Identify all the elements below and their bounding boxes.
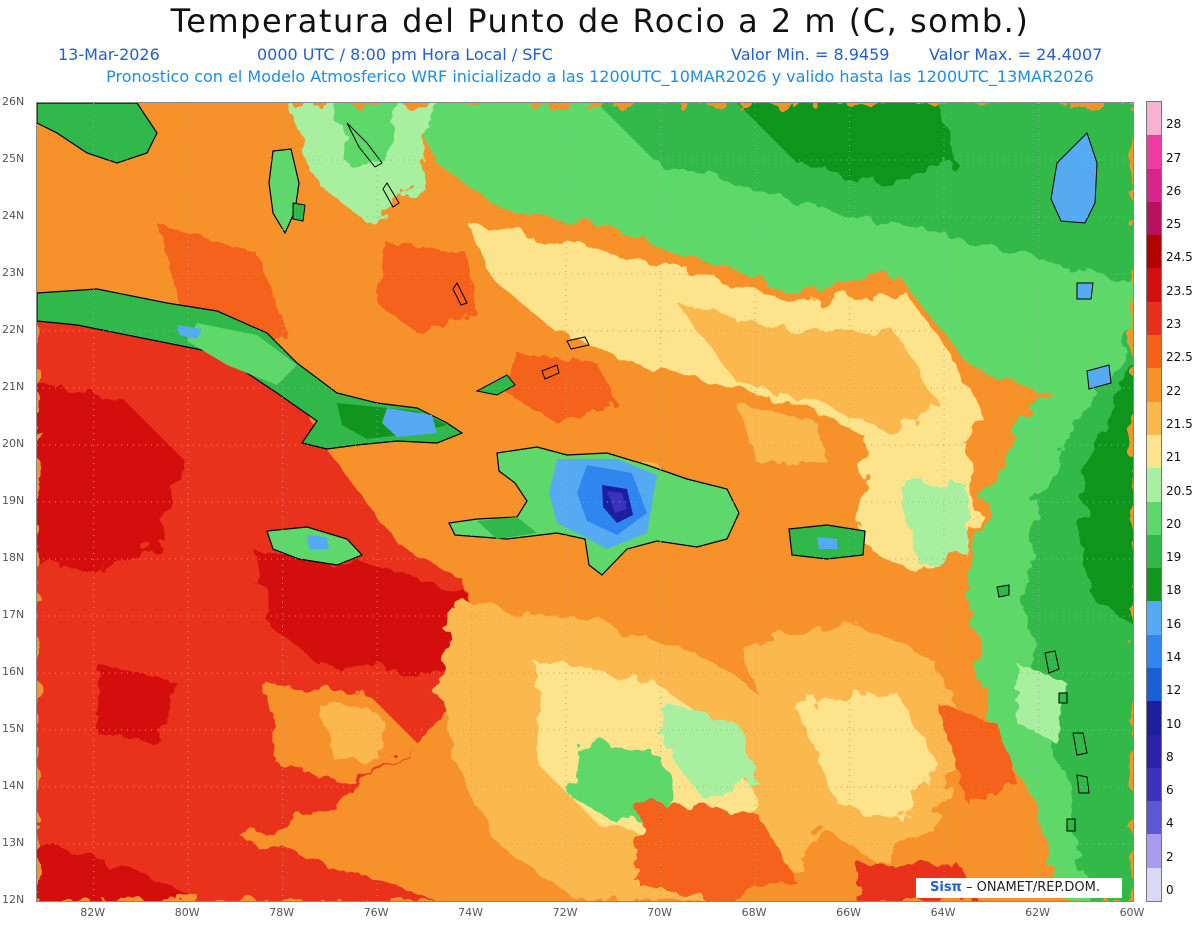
lon-label: 74W bbox=[458, 906, 484, 919]
logo-box: Sisπ – ONAMET/REP.DOM. bbox=[916, 878, 1122, 898]
lon-label: 76W bbox=[363, 906, 389, 919]
forecast-date: 13-Mar-2026 bbox=[58, 45, 160, 64]
lat-label: 18N bbox=[2, 551, 25, 564]
colorbar-label: 14 bbox=[1166, 649, 1182, 664]
colorbar-label: 24.5 bbox=[1166, 250, 1193, 265]
colorbar-segment bbox=[1147, 867, 1161, 902]
colorbar-segment bbox=[1147, 834, 1161, 869]
colorbar-segment bbox=[1147, 468, 1161, 502]
colorbar-label: 28 bbox=[1166, 117, 1182, 132]
colorbar-label: 23.5 bbox=[1166, 283, 1193, 298]
max-value: Valor Max. = 24.4007 bbox=[929, 45, 1103, 64]
colorbar-segment bbox=[1147, 268, 1161, 303]
lon-label: 64W bbox=[930, 906, 956, 919]
colorbar-segment bbox=[1147, 634, 1161, 669]
colorbar-label: 10 bbox=[1166, 716, 1182, 731]
lon-label: 66W bbox=[836, 906, 861, 919]
lat-label: 16N bbox=[2, 665, 25, 678]
colorbar bbox=[1146, 101, 1162, 902]
model-info: Pronostico con el Modelo Atmosferico WRF… bbox=[106, 67, 1094, 86]
colorbar-segment bbox=[1147, 734, 1161, 769]
colorbar-segment bbox=[1147, 767, 1161, 802]
lon-label: 68W bbox=[741, 906, 767, 919]
colorbar-label: 20.5 bbox=[1166, 483, 1193, 498]
lat-label: 23N bbox=[2, 266, 25, 279]
forecast-time: 0000 UTC / 8:00 pm Hora Local / SFC bbox=[257, 45, 553, 64]
lat-label: 14N bbox=[2, 779, 25, 792]
colorbar-segment bbox=[1147, 335, 1161, 369]
map-canvas bbox=[37, 103, 1133, 901]
logo-org: – ONAMET/REP.DOM. bbox=[965, 880, 1101, 895]
map-title: Temperatura del Punto de Rocio a 2 m (C,… bbox=[170, 2, 1030, 40]
colorbar-label: 12 bbox=[1166, 683, 1182, 698]
colorbar-label: 4 bbox=[1166, 816, 1174, 831]
lon-label: 70W bbox=[647, 906, 673, 919]
colorbar-segment bbox=[1147, 434, 1161, 469]
lat-label: 17N bbox=[2, 608, 25, 621]
lat-label: 26N bbox=[2, 95, 25, 108]
lat-label: 20N bbox=[2, 437, 25, 450]
colorbar-label: 2 bbox=[1166, 849, 1174, 864]
colorbar-segment bbox=[1147, 534, 1161, 569]
dewpoint-map bbox=[36, 102, 1134, 902]
logo-sispi: Sisπ bbox=[930, 880, 962, 895]
colorbar-segment bbox=[1147, 801, 1161, 835]
lon-label: 82W bbox=[80, 906, 106, 919]
lat-label: 24N bbox=[2, 209, 25, 222]
colorbar-label: 6 bbox=[1166, 783, 1174, 798]
lon-label: 80W bbox=[174, 906, 200, 919]
colorbar-label: 0 bbox=[1166, 883, 1174, 897]
colorbar-label: 25 bbox=[1166, 217, 1182, 232]
lat-lon-grid bbox=[37, 103, 1133, 901]
colorbar-label: 18 bbox=[1166, 583, 1182, 598]
colorbar-segment bbox=[1147, 368, 1161, 403]
lat-label: 15N bbox=[2, 722, 25, 735]
colorbar-segment bbox=[1147, 501, 1161, 536]
lat-label: 13N bbox=[2, 836, 25, 849]
colorbar-label: 21 bbox=[1166, 450, 1182, 465]
colorbar-segment bbox=[1147, 701, 1161, 736]
lon-label: 62W bbox=[1025, 906, 1050, 919]
colorbar-label: 8 bbox=[1166, 749, 1174, 764]
min-value: Valor Min. = 8.9459 bbox=[731, 45, 890, 64]
colorbar-label: 23 bbox=[1166, 317, 1182, 332]
colorbar-segment bbox=[1147, 201, 1161, 236]
lon-label: 78W bbox=[269, 906, 295, 919]
colorbar-segment bbox=[1147, 235, 1161, 269]
colorbar-label: 26 bbox=[1166, 183, 1182, 198]
lon-label: 72W bbox=[552, 906, 578, 919]
colorbar-segment bbox=[1147, 102, 1161, 136]
lat-label: 22N bbox=[2, 323, 25, 336]
colorbar-label: 27 bbox=[1166, 150, 1182, 165]
lon-label: 60W bbox=[1119, 906, 1145, 919]
subtitle-line: 13-Mar-2026 0000 UTC / 8:00 pm Hora Loca… bbox=[0, 45, 1200, 65]
dewpoint-field bbox=[37, 103, 1133, 901]
colorbar-label: 20 bbox=[1166, 516, 1182, 531]
colorbar-segment bbox=[1147, 601, 1161, 636]
island-andros bbox=[268, 148, 300, 235]
lat-label: 19N bbox=[2, 494, 25, 507]
colorbar-segment bbox=[1147, 135, 1161, 170]
lat-label: 21N bbox=[2, 380, 25, 393]
florida-tip bbox=[37, 103, 158, 164]
lat-label: 12N bbox=[2, 893, 25, 906]
colorbar-label: 19 bbox=[1166, 550, 1182, 565]
colorbar-segment bbox=[1147, 568, 1161, 602]
islands bbox=[37, 103, 1112, 832]
colorbar-segment bbox=[1147, 168, 1161, 203]
colorbar-label: 22 bbox=[1166, 383, 1182, 398]
colorbar-label: 16 bbox=[1166, 616, 1182, 631]
colorbar-label: 21.5 bbox=[1166, 416, 1193, 431]
lat-label: 25N bbox=[2, 152, 25, 165]
colorbar-label: 22.5 bbox=[1166, 350, 1193, 365]
colorbar-segment bbox=[1147, 301, 1161, 336]
colorbar-segment bbox=[1147, 667, 1161, 702]
colorbar-segment bbox=[1147, 401, 1161, 436]
